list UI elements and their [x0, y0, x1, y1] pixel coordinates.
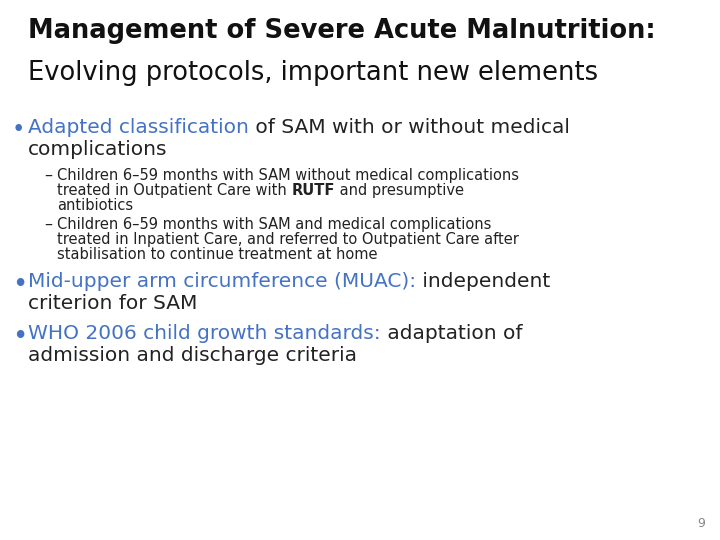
Text: criterion for SAM: criterion for SAM	[28, 294, 197, 313]
Text: Adapted classification: Adapted classification	[28, 118, 249, 137]
Text: RUTF: RUTF	[292, 183, 335, 198]
Text: –: –	[44, 168, 52, 183]
Text: of SAM with or without medical: of SAM with or without medical	[249, 118, 570, 137]
Text: Evolving protocols, important new elements: Evolving protocols, important new elemen…	[28, 60, 598, 86]
Text: Mid-upper arm circumference (MUAC):: Mid-upper arm circumference (MUAC):	[28, 272, 416, 291]
Text: •: •	[12, 272, 27, 298]
Text: •: •	[12, 118, 25, 141]
Text: 9: 9	[697, 517, 705, 530]
Text: admission and discharge criteria: admission and discharge criteria	[28, 346, 357, 365]
Text: independent: independent	[416, 272, 550, 291]
Text: treated in Outpatient Care with: treated in Outpatient Care with	[57, 183, 292, 198]
Text: –: –	[44, 217, 52, 232]
Text: Children 6–59 months with SAM and medical complications: Children 6–59 months with SAM and medica…	[57, 217, 491, 232]
Text: antibiotics: antibiotics	[57, 198, 133, 213]
Text: and presumptive: and presumptive	[335, 183, 464, 198]
Text: complications: complications	[28, 140, 168, 159]
Text: Children 6–59 months with SAM without medical complications: Children 6–59 months with SAM without me…	[57, 168, 519, 183]
Text: •: •	[12, 324, 27, 350]
Text: adaptation of: adaptation of	[381, 324, 522, 343]
Text: Management of Severe Acute Malnutrition:: Management of Severe Acute Malnutrition:	[28, 18, 656, 44]
Text: stabilisation to continue treatment at home: stabilisation to continue treatment at h…	[57, 247, 377, 262]
Text: WHO 2006 child growth standards:: WHO 2006 child growth standards:	[28, 324, 381, 343]
Text: treated in Inpatient Care, and referred to Outpatient Care after: treated in Inpatient Care, and referred …	[57, 232, 519, 247]
